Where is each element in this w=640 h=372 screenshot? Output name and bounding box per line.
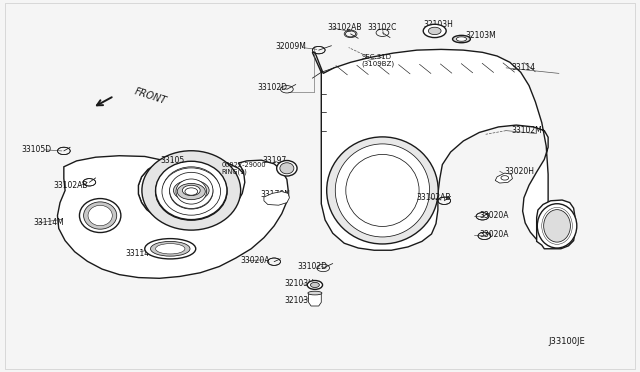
Ellipse shape [79,199,121,232]
Text: 33114: 33114 [511,63,535,72]
Ellipse shape [88,205,112,226]
Ellipse shape [170,172,213,209]
Text: 00922-29000
RING(1): 00922-29000 RING(1) [221,161,266,175]
Polygon shape [312,49,548,250]
Ellipse shape [84,202,116,229]
Polygon shape [58,156,288,278]
Text: 33102D: 33102D [257,83,287,92]
Ellipse shape [150,241,190,256]
Ellipse shape [543,210,570,242]
Text: 33102M: 33102M [511,126,542,135]
Circle shape [428,27,441,35]
Text: FRONT: FRONT [133,87,168,106]
Ellipse shape [456,37,467,41]
Text: 32103M: 32103M [465,31,496,40]
Circle shape [182,185,200,196]
Polygon shape [537,200,575,249]
Ellipse shape [156,161,227,219]
Circle shape [307,280,323,289]
Circle shape [423,24,446,38]
Text: 33114M: 33114M [33,218,64,227]
Ellipse shape [280,163,294,174]
Text: 33102D: 33102D [298,262,327,271]
Text: 33102AB: 33102AB [53,182,88,190]
Ellipse shape [162,168,221,215]
Ellipse shape [145,238,196,259]
Ellipse shape [170,174,213,209]
Text: 33020A: 33020A [479,230,509,239]
Ellipse shape [156,244,185,254]
Text: 33102C: 33102C [368,23,397,32]
Ellipse shape [176,179,207,204]
Ellipse shape [326,137,438,244]
Ellipse shape [538,204,577,248]
Text: 33197: 33197 [262,155,286,165]
Ellipse shape [163,167,220,214]
Polygon shape [138,158,246,224]
Ellipse shape [308,291,322,295]
Ellipse shape [335,144,429,237]
Text: 32009M: 32009M [276,42,307,51]
Circle shape [310,282,319,288]
Text: 33020A: 33020A [479,211,509,220]
Polygon shape [308,294,321,306]
Ellipse shape [452,35,470,43]
Text: 33105: 33105 [160,156,184,166]
Text: 33105D: 33105D [21,145,51,154]
Text: 33020A: 33020A [240,256,269,265]
Text: 33102AB: 33102AB [327,23,362,32]
Circle shape [173,180,209,201]
Ellipse shape [276,161,297,176]
Text: 33102AB: 33102AB [416,193,451,202]
Text: J33100JE: J33100JE [549,337,586,346]
Circle shape [177,183,205,200]
Text: 33114N: 33114N [125,249,156,258]
Text: 32103H: 32103H [285,279,314,288]
Circle shape [185,188,198,195]
Ellipse shape [142,151,241,230]
Text: 32103M: 32103M [284,296,315,305]
Text: 32103H: 32103H [423,20,453,29]
Polygon shape [495,173,513,183]
Ellipse shape [156,163,227,220]
Polygon shape [264,192,289,205]
Text: SEC.31D
(3109BZ): SEC.31D (3109BZ) [362,54,394,67]
Text: 33020H: 33020H [505,167,535,176]
Text: 33179N: 33179N [260,190,291,199]
